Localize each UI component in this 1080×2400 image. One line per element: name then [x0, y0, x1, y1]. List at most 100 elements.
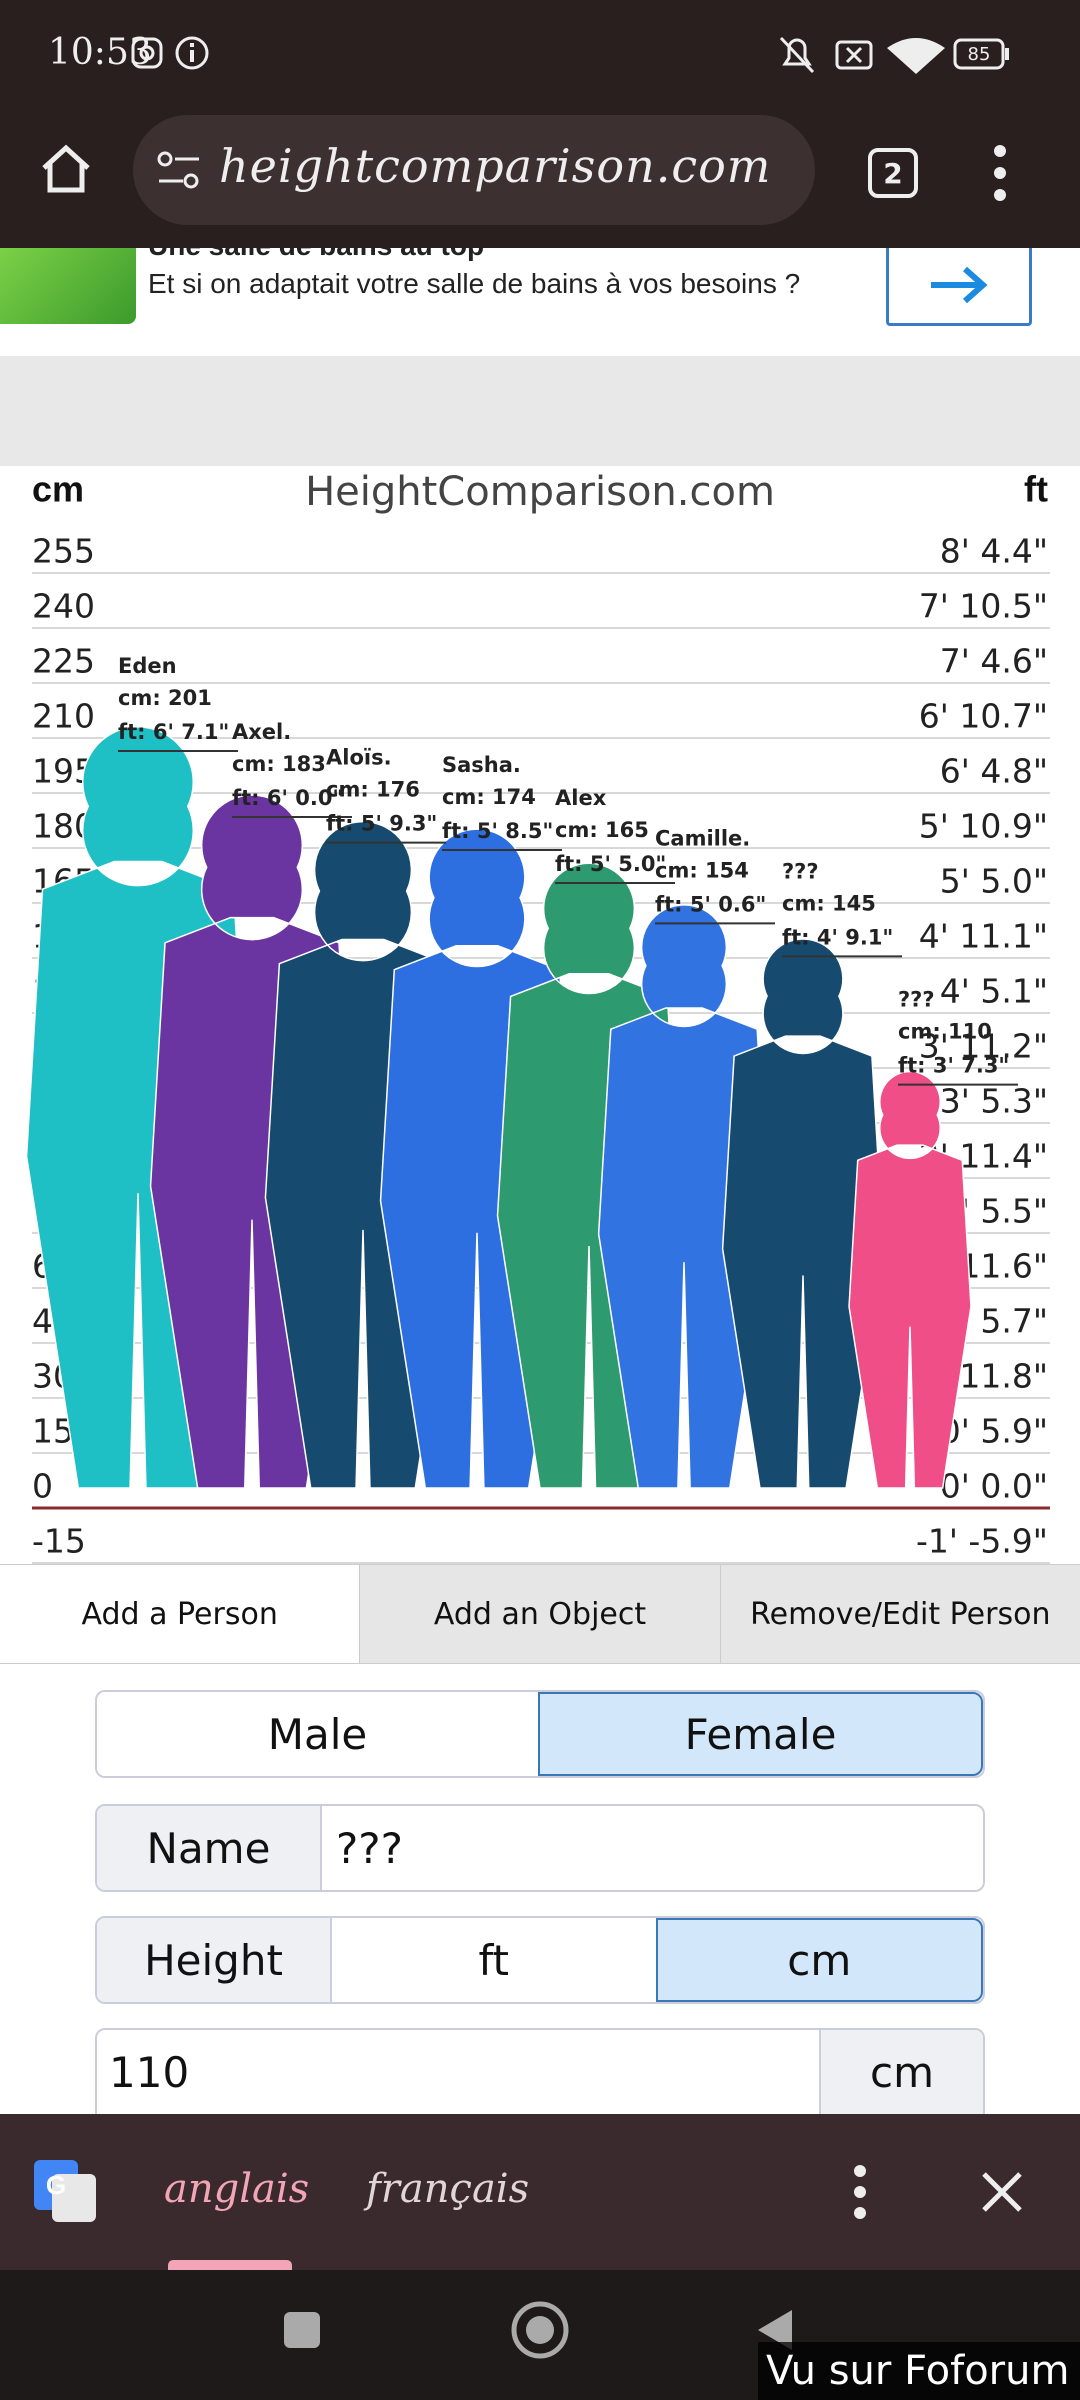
person-cm: cm: 165 — [555, 818, 649, 842]
person-cm: cm: 201 — [118, 686, 212, 710]
cm-tick-label: 255 — [32, 532, 95, 571]
url-text: heightcomparison.com — [219, 139, 772, 193]
back-button[interactable] — [752, 2306, 796, 2354]
name-field: Name ??? — [95, 1804, 985, 1892]
browser-toolbar: heightcomparison.com 2 — [0, 115, 1080, 248]
cm-tick-label: 225 — [32, 642, 95, 681]
tab[interactable]: Remove/Edit Person — [720, 1565, 1080, 1663]
gender-option-selected[interactable]: Female — [538, 1692, 983, 1776]
person-silhouette — [721, 938, 885, 1489]
name-label: Name — [97, 1806, 322, 1890]
people — [25, 726, 972, 1489]
status-icons — [131, 36, 209, 70]
person-name: Axel. — [232, 720, 291, 744]
recents-button[interactable] — [282, 2310, 322, 2350]
site-settings-icon[interactable] — [157, 151, 201, 191]
system-icons: 85 — [779, 36, 1009, 74]
height-label: Height — [97, 1918, 332, 2002]
ad-spacer — [0, 356, 1080, 466]
unit-option-selected[interactable]: cm — [655, 1918, 983, 2002]
ft-tick-label: 4' 5.1" — [940, 972, 1048, 1011]
cm-tick-label: 0 — [32, 1467, 53, 1506]
ft-tick-label: -1' -5.9" — [916, 1522, 1048, 1561]
person-cm: cm: 183 — [232, 752, 326, 776]
person-name: Camille. — [655, 826, 750, 850]
ft-tick-label: 6' 10.7" — [919, 697, 1048, 736]
left-unit: cm — [32, 469, 84, 510]
height-input[interactable]: 110 — [109, 2047, 190, 2097]
tab-count[interactable]: 2 — [868, 148, 918, 198]
person-cm: cm: 176 — [326, 778, 420, 802]
tab[interactable]: Add a Person — [0, 1565, 361, 1663]
selected-indicator — [168, 2260, 292, 2270]
person-ft: ft: 6' 0.0" — [232, 786, 343, 810]
height-unit-toggle: Height ft cm — [95, 1916, 985, 2004]
translate-bar: G anglais français — [0, 2114, 1080, 2270]
menu-button[interactable] — [990, 143, 1010, 203]
person-name: Sasha. — [442, 753, 521, 777]
ft-tick-label: 0' 0.0" — [940, 1467, 1048, 1506]
navigation-bar: Vu sur Foforum — [0, 2270, 1080, 2400]
person-name: Eden — [118, 654, 177, 678]
ft-tick-label: 7' 10.5" — [919, 587, 1048, 626]
person-ft: ft: 3' 7.3" — [898, 1054, 1009, 1078]
cm-tick-label: 240 — [32, 587, 95, 626]
ft-tick-label: 0' 5.9" — [940, 1412, 1048, 1451]
person-silhouette — [848, 1070, 972, 1489]
height-unit: cm — [819, 2030, 983, 2126]
tab[interactable]: Add an Object — [360, 1565, 721, 1663]
ft-tick-label: 7' 4.6" — [940, 642, 1048, 681]
person-cm: cm: 145 — [782, 891, 876, 915]
ad-headline: Une salle de bains au top — [148, 248, 484, 262]
ad-text: Et si on adaptait votre salle de bains à… — [148, 268, 801, 299]
ad-button[interactable] — [886, 248, 1032, 326]
ft-tick-label: 3' 5.3" — [940, 1082, 1048, 1121]
close-button[interactable] — [980, 2170, 1024, 2214]
right-unit: ft — [1024, 469, 1048, 510]
svg-text:G: G — [46, 2170, 66, 2200]
arrow-icon — [931, 266, 988, 304]
chart-title: HeightComparison.com — [305, 469, 775, 515]
person-ft: ft: 5' 9.3" — [326, 812, 437, 836]
person-name: Alex — [555, 786, 607, 810]
ft-tick-label: 5' 10.9" — [919, 807, 1048, 846]
ad-image — [0, 248, 136, 324]
person-ft: ft: 6' 7.1" — [118, 720, 229, 744]
language-tab-selected[interactable]: anglais — [164, 2166, 310, 2212]
watermark: Vu sur Foforum — [758, 2342, 1080, 2400]
gender-option[interactable]: Male — [97, 1692, 538, 1776]
home-button[interactable] — [38, 140, 94, 196]
ft-tick-label: 8' 4.4" — [940, 532, 1048, 571]
height-field: 110 cm — [95, 2028, 985, 2128]
unit-option[interactable]: ft — [332, 1918, 656, 2002]
cm-tick-label: -15 — [32, 1522, 86, 1561]
person-cm: cm: 154 — [655, 858, 749, 882]
ft-tick-label: 4' 11.1" — [919, 917, 1048, 956]
ft-tick-label: 5' 5.0" — [940, 862, 1048, 901]
person-labels: Eden cm: 201 ft: 6' 7.1" Axel. cm: 183 ft: 6'… — [118, 654, 1018, 1086]
language-tab[interactable]: français — [366, 2166, 530, 2212]
person-name: ??? — [898, 988, 935, 1012]
url-bar[interactable]: heightcomparison.com — [133, 115, 815, 225]
home-nav-button[interactable] — [510, 2300, 570, 2360]
name-input[interactable]: ??? — [336, 1823, 403, 1873]
ad-banner[interactable]: Une salle de bains au top Et si on adapt… — [0, 248, 1080, 356]
person-ft: ft: 5' 8.5" — [442, 819, 553, 843]
cm-tick-label: 210 — [32, 697, 95, 736]
person-ft: ft: 4' 9.1" — [782, 925, 893, 949]
person-ft: ft: 5' 5.0" — [555, 852, 666, 876]
translate-menu[interactable] — [850, 2164, 870, 2220]
person-name: ??? — [782, 859, 819, 883]
ft-tick-label: 6' 4.8" — [940, 752, 1048, 791]
height-chart: cm HeightComparison.com ft 255 8' 4.4" 240… — [0, 466, 1080, 1564]
status-bar: 10:53 85 — [0, 0, 1080, 118]
person-name: Aloïs. — [326, 746, 392, 770]
battery-level: 85 — [968, 44, 991, 65]
google-translate-icon[interactable]: G — [34, 2160, 98, 2224]
person-cm: cm: 110 — [898, 1020, 992, 1044]
ft-tick-label: 3' 11.2" — [919, 1027, 1048, 1066]
tab-bar: Add a Person Add an Object Remove/Edit P… — [0, 1564, 1080, 1664]
person-silhouette — [597, 904, 771, 1489]
